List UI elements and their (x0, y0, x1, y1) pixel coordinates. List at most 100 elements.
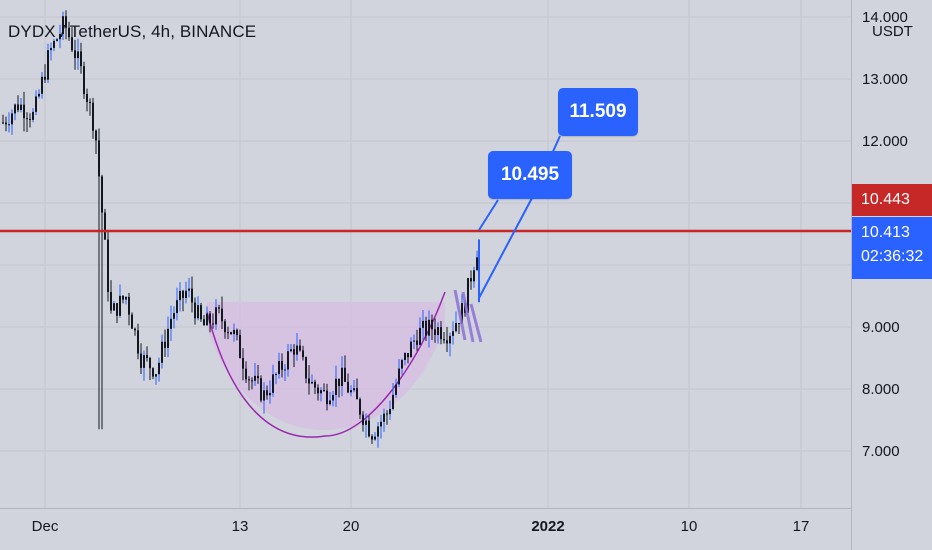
candle-body (230, 332, 232, 335)
candle-body (254, 375, 256, 381)
candle-body (356, 388, 358, 400)
candle-body (125, 296, 127, 300)
candle-body (56, 39, 58, 41)
candle-body (92, 102, 94, 131)
candle-body (455, 322, 457, 332)
time-tick: Dec (32, 518, 59, 535)
bar-countdown: 02:36:32 (861, 248, 924, 265)
candle-body (227, 332, 229, 334)
time-tick: 17 (793, 518, 810, 535)
candle-body (209, 313, 211, 324)
candle-body (278, 361, 280, 375)
candle-body (62, 16, 64, 35)
candle-body (434, 329, 436, 335)
candle-body (221, 308, 223, 322)
symbol-title[interactable]: DYDX / TetherUS, 4h, BINANCE (8, 22, 257, 41)
candle-body (113, 303, 115, 311)
candle-body (335, 378, 337, 395)
candle-body (182, 290, 184, 298)
candle-body (77, 51, 79, 59)
candle-body (272, 374, 274, 393)
candle-body (362, 414, 364, 425)
candle-body (398, 368, 400, 385)
candle-body (404, 353, 406, 360)
candle-body (218, 307, 220, 309)
candle-body (266, 390, 268, 396)
time-axis-ticks: Dec 13 20 2022 10 17 (32, 518, 810, 535)
candle-body (8, 124, 10, 126)
candle-body (293, 349, 295, 355)
candle-body (107, 239, 109, 293)
candle-body (146, 355, 148, 358)
candle-body (353, 388, 355, 391)
candle-body (131, 314, 133, 329)
candle-body (152, 368, 154, 377)
candle-body (17, 104, 19, 110)
candle-body (233, 329, 235, 335)
candle-body (170, 318, 172, 329)
candle-body (224, 321, 226, 333)
target-callout-1[interactable]: 10.495 (488, 151, 572, 199)
currency-label: USDT (872, 23, 913, 40)
candle-body (317, 387, 319, 394)
candle-body (314, 381, 316, 388)
candle-body (197, 305, 199, 319)
candle-body (71, 37, 73, 51)
candle-body (38, 93, 40, 97)
candle-body (440, 327, 442, 340)
candle-body (332, 394, 334, 401)
candle-body (122, 295, 124, 300)
price-axis-ticks: 14.000 13.000 12.000 9.000 8.000 7.000 (862, 9, 908, 460)
candle-body (251, 380, 253, 382)
cup-curve (206, 291, 446, 438)
handle-marks (453, 289, 483, 343)
candle-body (5, 122, 7, 125)
candle-body (161, 341, 163, 363)
candle-body (167, 328, 169, 348)
candle-body (173, 313, 175, 319)
candle-body (236, 329, 238, 335)
candle-body (368, 420, 370, 437)
candle-body (2, 122, 4, 124)
candle-body (44, 76, 46, 80)
candle-body (473, 270, 475, 282)
candle-body (437, 327, 439, 335)
candle-body (407, 353, 409, 358)
candle-body (380, 421, 382, 427)
target-callout-2[interactable]: 11.509 (558, 88, 638, 136)
candle-body (290, 349, 292, 352)
candle-body (386, 413, 388, 415)
candle-body (158, 362, 160, 375)
candle-body (260, 378, 262, 401)
candle-body (86, 93, 88, 102)
candle-body (110, 292, 112, 311)
candle-body (389, 408, 391, 415)
price-tick: 12.000 (862, 133, 908, 150)
candle-body (242, 358, 244, 369)
candle-body (155, 374, 157, 377)
candle-body (83, 66, 85, 94)
time-tick: 20 (343, 518, 360, 535)
candle-body (47, 50, 49, 80)
candle-body (341, 367, 343, 387)
candle-body (323, 390, 325, 392)
candle-body (431, 319, 433, 330)
candle-body (419, 327, 421, 345)
candle-body (446, 340, 448, 344)
price-tick: 14.000 (862, 9, 908, 26)
candle-body (23, 104, 25, 119)
candle-body (275, 374, 277, 376)
candle-body (461, 303, 463, 324)
candle-body (59, 34, 61, 40)
handle-mark (461, 291, 475, 343)
candle-body (41, 76, 43, 94)
candle-body (452, 331, 454, 336)
candle-body (392, 394, 394, 409)
time-tick: 2022 (531, 518, 564, 535)
candle-body (89, 101, 91, 103)
candle-body (359, 399, 361, 415)
candle-body (329, 400, 331, 405)
candle-body (14, 104, 16, 114)
